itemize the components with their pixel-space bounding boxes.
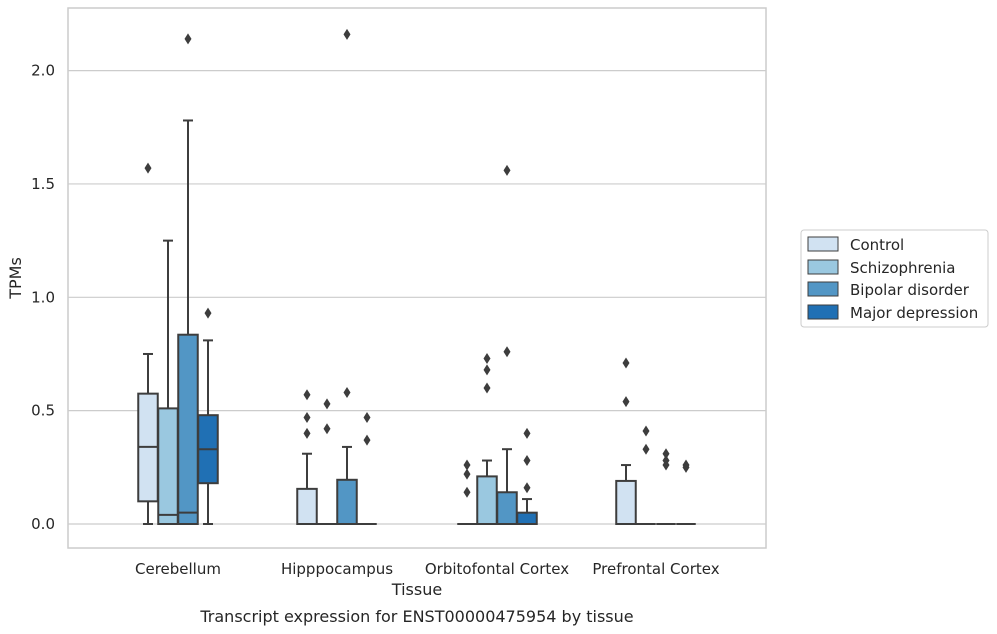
legend-swatch-schizophrenia [807,259,839,275]
boxplot-marks [137,28,696,526]
outlier-point [523,482,531,494]
outlier-point [642,425,650,437]
x-tick-label: Cerebellum [135,560,221,578]
box-0-0 [137,162,159,525]
outlier-point [662,448,670,460]
legend-swatch-bipolar-disorder [807,281,839,297]
legend-swatch-major-depression [807,304,839,320]
x-axis-label: Tissue [391,580,442,599]
box-1-1 [317,398,337,525]
legend-label-schizophrenia: Schizophrenia [850,259,955,277]
box-0-3 [615,357,637,525]
box-body [476,475,498,526]
box-2-2 [496,164,518,525]
box-body [157,407,179,525]
legend: Control Schizophrenia Bipolar disorder M… [800,229,989,328]
box-1-3 [636,425,656,525]
box-0-2 [457,459,477,525]
box-3-0 [197,307,219,525]
outlier-point [523,455,531,467]
outlier-point [184,33,192,45]
legend-label-major-depression: Major depression [850,304,978,322]
outlier-point [483,353,491,365]
x-tick-label: Hipppocampus [281,560,393,578]
outlier-point [483,364,491,376]
outlier-point [523,427,531,439]
outlier-point [622,357,630,369]
outlier-point [303,389,311,401]
box-body [496,491,518,525]
outlier-point [463,459,471,471]
outlier-point [144,162,152,174]
outlier-point [343,387,351,399]
y-tick-label: 1.5 [31,175,55,193]
y-tick-label: 2.0 [31,62,55,80]
outlier-point [622,396,630,408]
x-tick-labels: Cerebellum Hipppocampus Orbitofontal Corte… [135,560,720,578]
box-1-2 [476,353,498,526]
outlier-point [463,486,471,498]
box-body [177,333,199,525]
y-tick-label: 0.5 [31,402,55,420]
box-body [516,511,538,525]
legend-swatch-control [807,236,839,252]
outlier-point [503,164,511,176]
y-tick-label: 1.0 [31,288,55,306]
legend-frame [800,229,989,328]
x-tick-label: Orbitofontal Cortex [425,560,569,578]
box-body [296,487,318,526]
outlier-point [204,307,212,319]
outlier-point [682,459,690,471]
outlier-point [343,28,351,40]
legend-label-bipolar-disorder: Bipolar disorder [850,281,970,299]
outlier-point [363,411,371,423]
legend-label-control: Control [850,236,904,254]
y-axis-label: TPMs [6,257,25,300]
outlier-point [323,423,331,435]
outlier-point [642,443,650,455]
plot-frame [67,7,767,549]
outlier-point [323,398,331,410]
y-tick-label: 0.0 [31,515,55,533]
outlier-point [303,411,311,423]
box-0-1 [296,389,318,526]
outlier-point [503,346,511,358]
outlier-point [662,455,670,467]
box-3-3 [676,459,696,525]
outlier-point [303,427,311,439]
y-tick-labels: 0.0 0.5 1.0 1.5 2.0 [31,62,55,533]
x-tick-label: Prefrontal Cortex [592,560,719,578]
box-3-2 [516,427,538,525]
box-3-1 [357,411,377,525]
outlier-point [483,382,491,394]
outlier-point [363,434,371,446]
box-body [615,479,637,525]
box-2-3 [656,448,676,525]
figure-caption: Transcript expression for ENST0000047595… [199,607,633,626]
box-body [336,478,358,525]
box-2-1 [336,28,358,525]
outlier-point [463,468,471,480]
